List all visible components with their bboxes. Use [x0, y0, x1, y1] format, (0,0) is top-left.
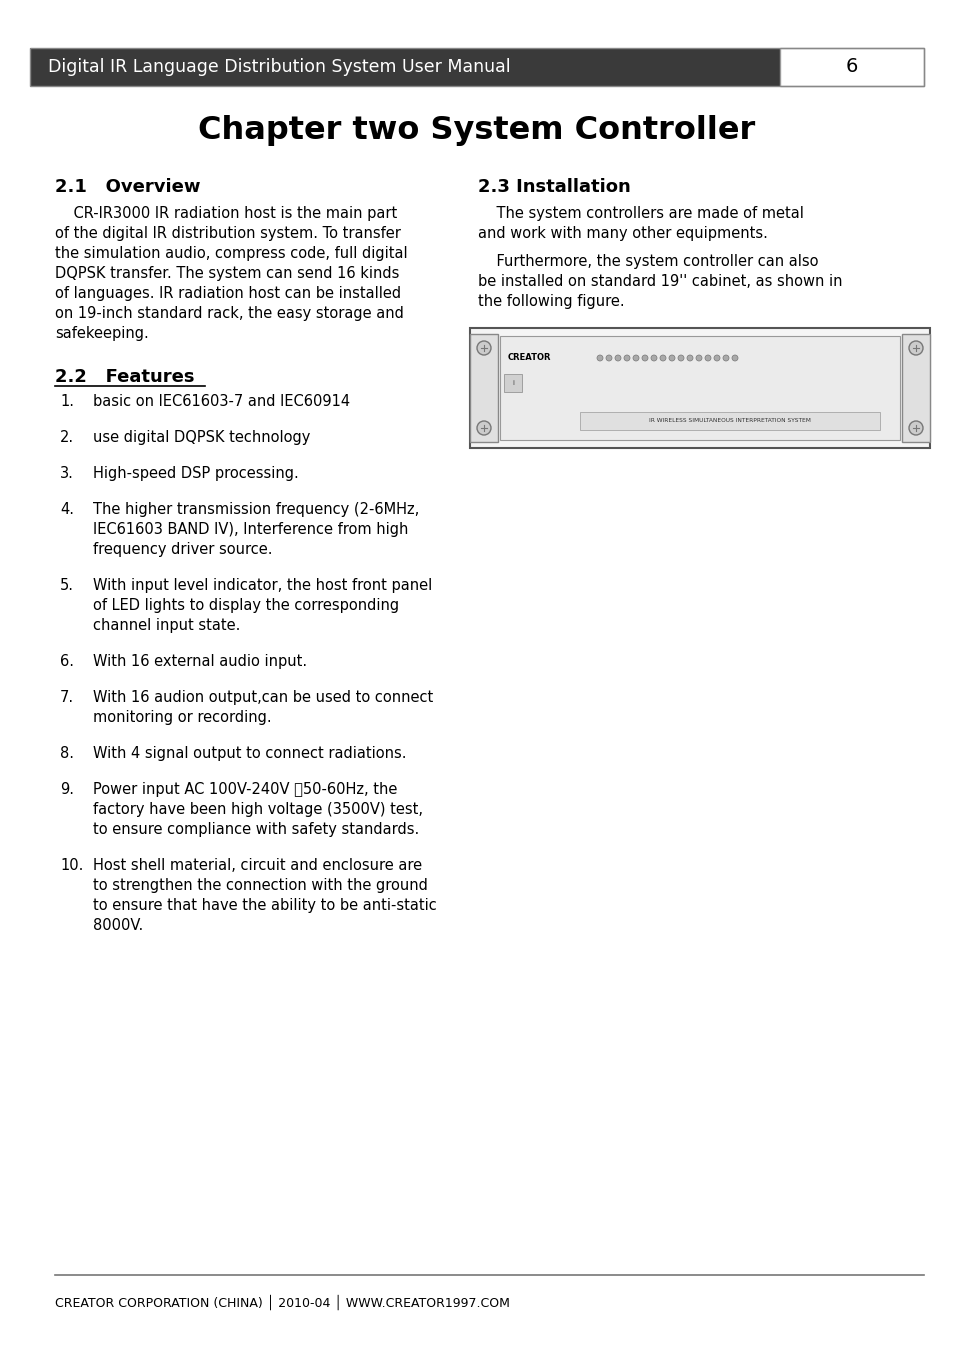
Text: 6: 6 — [845, 58, 858, 77]
Bar — [901, 333, 929, 441]
Circle shape — [704, 355, 710, 360]
Text: 9.: 9. — [60, 782, 74, 796]
Text: monitoring or recording.: monitoring or recording. — [92, 710, 272, 725]
Text: High-speed DSP processing.: High-speed DSP processing. — [92, 466, 298, 481]
Text: 1.: 1. — [60, 394, 74, 409]
Bar — [503, 374, 521, 392]
Text: 4.: 4. — [60, 502, 74, 517]
Circle shape — [476, 342, 491, 355]
Bar — [780, 49, 923, 86]
Text: 2.1   Overview: 2.1 Overview — [55, 178, 200, 196]
Bar — [470, 328, 929, 448]
Text: on 19-inch standard rack, the easy storage and: on 19-inch standard rack, the easy stora… — [55, 306, 403, 321]
Text: 8.: 8. — [60, 747, 74, 761]
Text: With input level indicator, the host front panel: With input level indicator, the host fro… — [92, 578, 432, 593]
Text: CREATOR: CREATOR — [507, 354, 551, 363]
Text: channel input state.: channel input state. — [92, 618, 240, 633]
Text: DQPSK transfer. The system can send 16 kinds: DQPSK transfer. The system can send 16 k… — [55, 266, 399, 281]
Bar — [30, 49, 780, 86]
Text: use digital DQPSK technology: use digital DQPSK technology — [92, 431, 310, 446]
Bar — [470, 333, 497, 441]
Text: 5.: 5. — [60, 578, 74, 593]
Circle shape — [597, 355, 602, 360]
Circle shape — [908, 342, 923, 355]
Text: of languages. IR radiation host can be installed: of languages. IR radiation host can be i… — [55, 286, 400, 301]
Text: safekeeping.: safekeeping. — [55, 325, 149, 342]
Text: 2.2   Features: 2.2 Features — [55, 369, 194, 386]
Text: 2.: 2. — [60, 431, 74, 446]
Text: to ensure that have the ability to be anti-static: to ensure that have the ability to be an… — [92, 898, 436, 913]
Text: the following figure.: the following figure. — [477, 294, 624, 309]
Circle shape — [476, 421, 491, 435]
Text: CR-IR3000 IR radiation host is the main part: CR-IR3000 IR radiation host is the main … — [55, 207, 396, 221]
Text: 8000V.: 8000V. — [92, 918, 143, 933]
Text: Power input AC 100V-240V ，50-60Hz, the: Power input AC 100V-240V ，50-60Hz, the — [92, 782, 397, 796]
Text: be installed on standard 19'' cabinet, as shown in: be installed on standard 19'' cabinet, a… — [477, 274, 841, 289]
Text: 6.: 6. — [60, 653, 74, 670]
Text: With 4 signal output to connect radiations.: With 4 signal output to connect radiatio… — [92, 747, 406, 761]
Circle shape — [722, 355, 728, 360]
Bar — [30, 49, 923, 86]
Text: 3.: 3. — [60, 466, 73, 481]
Text: Digital IR Language Distribution System User Manual: Digital IR Language Distribution System … — [48, 58, 510, 76]
Bar — [579, 412, 879, 431]
Text: of LED lights to display the corresponding: of LED lights to display the correspondi… — [92, 598, 398, 613]
Text: the simulation audio, compress code, full digital: the simulation audio, compress code, ful… — [55, 246, 407, 261]
Text: The system controllers are made of metal: The system controllers are made of metal — [477, 207, 803, 221]
Text: and work with many other equipments.: and work with many other equipments. — [477, 225, 767, 242]
Text: CREATOR CORPORATION (CHINA) │ 2010-04 │ WWW.CREATOR1997.COM: CREATOR CORPORATION (CHINA) │ 2010-04 │ … — [55, 1295, 509, 1311]
Text: to strengthen the connection with the ground: to strengthen the connection with the gr… — [92, 878, 428, 892]
Circle shape — [678, 355, 683, 360]
Circle shape — [696, 355, 701, 360]
Text: of the digital IR distribution system. To transfer: of the digital IR distribution system. T… — [55, 225, 400, 242]
Text: Furthermore, the system controller can also: Furthermore, the system controller can a… — [477, 254, 818, 269]
Circle shape — [650, 355, 657, 360]
Circle shape — [686, 355, 692, 360]
Circle shape — [659, 355, 665, 360]
Text: 10.: 10. — [60, 859, 83, 873]
Text: With 16 external audio input.: With 16 external audio input. — [92, 653, 307, 670]
Circle shape — [615, 355, 620, 360]
Text: 7.: 7. — [60, 690, 74, 705]
Text: basic on IEC61603-7 and IEC60914: basic on IEC61603-7 and IEC60914 — [92, 394, 350, 409]
Circle shape — [641, 355, 647, 360]
Circle shape — [605, 355, 612, 360]
Circle shape — [623, 355, 629, 360]
Text: With 16 audion output,can be used to connect: With 16 audion output,can be used to con… — [92, 690, 433, 705]
Text: IR WIRELESS SIMULTANEOUS INTERPRETATION SYSTEM: IR WIRELESS SIMULTANEOUS INTERPRETATION … — [648, 418, 810, 424]
Text: factory have been high voltage (3500V) test,: factory have been high voltage (3500V) t… — [92, 802, 422, 817]
Text: IEC61603 BAND IV), Interference from high: IEC61603 BAND IV), Interference from hig… — [92, 522, 408, 537]
Text: i: i — [512, 379, 514, 386]
Text: The higher transmission frequency (2-6MHz,: The higher transmission frequency (2-6MH… — [92, 502, 418, 517]
Text: Chapter two System Controller: Chapter two System Controller — [198, 115, 755, 146]
Circle shape — [908, 421, 923, 435]
Circle shape — [713, 355, 720, 360]
Bar — [499, 336, 899, 440]
Text: 2.3 Installation: 2.3 Installation — [477, 178, 630, 196]
Text: Host shell material, circuit and enclosure are: Host shell material, circuit and enclosu… — [92, 859, 421, 873]
Circle shape — [668, 355, 675, 360]
Circle shape — [633, 355, 639, 360]
Text: to ensure compliance with safety standards.: to ensure compliance with safety standar… — [92, 822, 418, 837]
Text: frequency driver source.: frequency driver source. — [92, 541, 273, 558]
Circle shape — [731, 355, 738, 360]
